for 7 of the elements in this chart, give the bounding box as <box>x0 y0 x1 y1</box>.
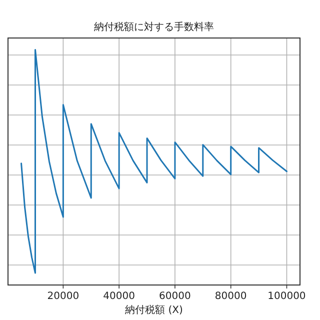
x-tick-label: 100000 <box>268 291 306 302</box>
x-tick-label: 40000 <box>103 291 135 302</box>
x-tick-label: 60000 <box>159 291 191 302</box>
x-tick-label: 80000 <box>214 291 247 302</box>
x-axis-title: 納付税額 (X) <box>125 304 184 316</box>
chart-title: 納付税額に対する手数料率 <box>94 21 214 33</box>
x-tick-label: 20000 <box>47 291 80 302</box>
